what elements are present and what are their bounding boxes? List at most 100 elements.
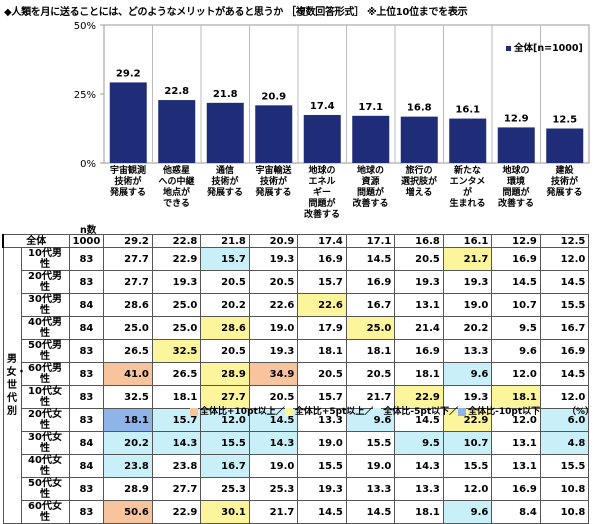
- legend: 全体[n=1000]: [506, 40, 583, 54]
- value-cell: 21.4: [394, 316, 444, 340]
- n-cell: 83: [68, 477, 105, 501]
- value-cell: 12.0: [442, 477, 493, 501]
- value-cell: 22.9: [151, 247, 202, 271]
- category-label-line: 問題が: [308, 199, 336, 209]
- n-cell: 83: [68, 270, 105, 294]
- category-label-line: 発展する: [206, 188, 243, 198]
- category-label-line: 発展する: [546, 188, 583, 198]
- value-cell: 20.9: [248, 234, 299, 248]
- n-cell: 83: [68, 408, 105, 432]
- row-label: 50代女性: [20, 477, 70, 501]
- category-label: 地球の 環境 問題が 改善する: [492, 166, 540, 210]
- value-cell: 15.5: [297, 454, 347, 478]
- table-row-total: 全体 1000 29.2 22.8 21.8 20.9 17.4 17.1 16.8 16.1 12…: [2, 234, 590, 248]
- table-row: 60代女性 83 50.6 22.9 30.1 21.7 14.5 14.5 18.1 9.6 8.…: [3, 500, 590, 524]
- category-label-line: できる: [163, 199, 190, 209]
- category-label-line: 選択肢が: [400, 177, 437, 187]
- value-cell: 10.7: [491, 293, 541, 317]
- value-cell: 9.5: [491, 316, 541, 340]
- value-cell: 19.3: [442, 385, 493, 409]
- value-cell: 26.5: [151, 362, 202, 386]
- category-label-line: 発展する: [255, 188, 292, 198]
- value-cell: 15.5: [539, 293, 590, 317]
- bar: [400, 116, 438, 163]
- value-cell: 21.7: [248, 500, 299, 524]
- category-label-line: 技術が: [114, 177, 142, 187]
- value-cell: 14.5: [297, 500, 347, 524]
- highlight-swatch: [284, 407, 293, 416]
- bar: [109, 82, 147, 163]
- category-label-line: 改善する: [303, 210, 340, 220]
- value-cell: 34.9: [248, 362, 299, 386]
- value-cell: 20.5: [200, 270, 250, 294]
- category-label-line: 生まれる: [449, 199, 486, 209]
- category-label-line: 改善する: [497, 199, 534, 209]
- value-cell: 20.5: [297, 362, 347, 386]
- value-cell: 9.6: [491, 339, 541, 363]
- value-cell: 15.5: [442, 454, 493, 478]
- value-cell: 16.9: [345, 270, 396, 294]
- value-cell: 17.1: [345, 234, 396, 248]
- value-cell: 9.5: [394, 431, 444, 455]
- value-cell: 16.9: [394, 339, 444, 363]
- category-label-line: 増える: [405, 188, 433, 198]
- value-cell: 19.3: [442, 270, 493, 294]
- chart-title: ◆人類を月に送ることには、どのようなメリットがあると思うか ［複数回答形式］ ※…: [4, 7, 468, 18]
- n-cell: 84: [68, 431, 105, 455]
- y-tick-label: 0%: [80, 159, 96, 170]
- highlight-legend-label: 全体比+5pt以上／: [294, 407, 374, 417]
- value-cell: 12.9: [491, 234, 541, 248]
- value-cell: 12.5: [539, 234, 590, 248]
- category-label-line: 地球の: [356, 166, 384, 176]
- bar-value-label: 17.1: [358, 102, 383, 113]
- value-cell: 20.2: [442, 316, 493, 340]
- table-row: 10代女性 83 32.5 18.1 27.7 20.5 15.7 21.7 22.9 19.3 1…: [3, 385, 590, 409]
- value-cell: 9.6: [442, 500, 493, 524]
- value-cell: 25.0: [151, 293, 202, 317]
- value-cell: 9.6: [442, 362, 493, 386]
- value-cell: 14.5: [345, 247, 396, 271]
- n-cell: 84: [68, 316, 105, 340]
- table-row: 50代男性 83 26.5 32.5 20.5 19.3 18.1 18.1 16.9 13.3 9…: [3, 339, 590, 363]
- category-label-line: 技術が: [211, 177, 239, 187]
- highlight-swatch: [458, 407, 467, 416]
- row-label: 40代男性: [20, 316, 70, 340]
- row-label: 10代女性: [20, 385, 70, 409]
- highlight-legend-label: 全体比+10pt以上／: [200, 407, 285, 417]
- value-cell: 25.3: [248, 477, 299, 501]
- category-label: 地球の 資源 問題が 改善する: [347, 166, 395, 210]
- category-label: 新たな エンタメが生まれる: [444, 166, 492, 210]
- value-cell: 15.5: [200, 431, 250, 455]
- value-cell: 30.1: [200, 500, 250, 524]
- category-label-line: 他惑星: [162, 166, 190, 176]
- category-label-line: が: [462, 188, 472, 198]
- bar-value-label: 22.8: [164, 86, 189, 97]
- value-cell: 15.5: [345, 431, 396, 455]
- category-label-line: 発展する: [109, 188, 146, 198]
- value-cell: 15.5: [539, 454, 590, 478]
- value-cell: 15.7: [200, 247, 250, 271]
- value-cell: 16.9: [539, 339, 590, 363]
- value-cell: 16.7: [345, 293, 396, 317]
- value-cell: 27.7: [103, 247, 153, 271]
- bar: [546, 128, 584, 163]
- value-cell: 16.9: [491, 247, 541, 271]
- value-cell: 20.5: [394, 247, 444, 271]
- value-cell: 18.1: [394, 362, 444, 386]
- row-label: 60代男性: [20, 362, 70, 386]
- value-cell: 27.7: [151, 477, 202, 501]
- value-cell: 20.5: [200, 339, 250, 363]
- n-cell: 83: [68, 500, 105, 524]
- value-cell: 13.3: [442, 339, 493, 363]
- category-label-line: 地球の: [502, 166, 530, 176]
- table-row: 30代男性 84 28.6 25.0 20.2 22.6 22.6 16.7 13.1 19.0 1…: [3, 293, 590, 317]
- bar: [255, 105, 293, 163]
- value-cell: 14.5: [345, 500, 396, 524]
- bar: [497, 127, 535, 163]
- value-cell: 13.3: [394, 477, 444, 501]
- bar: [449, 118, 487, 163]
- category-label-line: 旅行の: [405, 166, 433, 176]
- category-label: 宇宙観測 技術が 発展する: [104, 166, 152, 199]
- value-cell: 18.1: [151, 385, 202, 409]
- value-cell: 28.9: [103, 477, 153, 501]
